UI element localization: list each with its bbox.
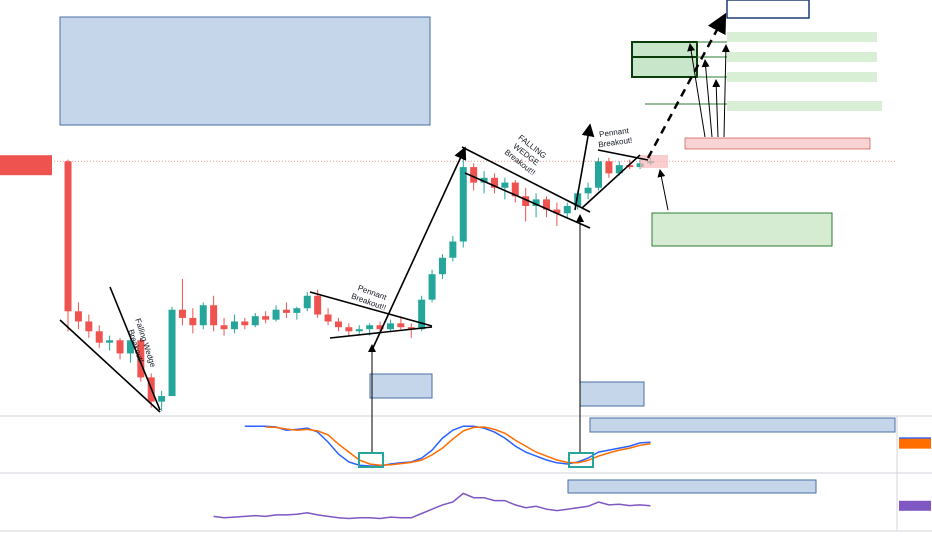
candle-body xyxy=(574,193,582,207)
candle-body xyxy=(449,241,457,258)
candle-body xyxy=(542,199,550,210)
price-label-box xyxy=(0,155,52,176)
candle-body xyxy=(116,340,124,354)
trend-line xyxy=(597,149,649,161)
candle-body xyxy=(532,199,540,207)
note-box xyxy=(369,373,433,399)
candle-body xyxy=(366,325,374,330)
trend-line xyxy=(581,154,641,209)
annotation: Pennant xyxy=(599,126,631,139)
marks xyxy=(0,155,931,520)
candle-body xyxy=(594,161,602,188)
candle-body xyxy=(428,274,436,300)
zone xyxy=(640,155,668,168)
trend-line xyxy=(464,172,591,229)
projection xyxy=(646,12,727,159)
candle-body xyxy=(178,309,186,318)
arrow xyxy=(687,43,706,138)
candle-body xyxy=(95,331,103,343)
candle-body xyxy=(490,177,498,188)
candle-body xyxy=(355,329,363,332)
candle-body xyxy=(210,305,218,326)
candle-body xyxy=(293,308,301,313)
last-value-box xyxy=(899,438,931,449)
candle-body xyxy=(563,206,571,214)
candle-body xyxy=(376,325,384,330)
cross-box xyxy=(358,452,384,468)
candle-body xyxy=(85,321,93,332)
facts-box xyxy=(59,16,431,126)
drawings xyxy=(59,0,896,494)
price-discovery-box xyxy=(726,0,810,19)
warning-box xyxy=(684,137,871,150)
candle-body xyxy=(605,161,613,174)
candle-body xyxy=(334,321,342,328)
candle-body xyxy=(584,187,592,194)
trend-line xyxy=(461,146,591,213)
candle-body xyxy=(314,295,322,315)
target-zone xyxy=(631,41,698,58)
trend-line xyxy=(109,286,161,411)
candle-body xyxy=(511,182,519,197)
candle-body xyxy=(470,167,478,183)
candle-body xyxy=(106,340,114,343)
candle-body xyxy=(241,321,249,326)
last-value-box xyxy=(899,500,931,511)
candle-body xyxy=(324,314,332,322)
candle-body xyxy=(220,325,228,330)
target-label-box xyxy=(727,32,877,42)
note-box xyxy=(579,381,645,407)
candle-body xyxy=(168,309,176,397)
candle-body xyxy=(480,177,488,183)
note-box xyxy=(589,417,896,433)
arrow xyxy=(574,123,595,211)
target-label-box xyxy=(727,101,882,111)
candle-body xyxy=(199,305,207,326)
arrow xyxy=(371,146,467,351)
candle-body xyxy=(74,311,82,322)
candle-body xyxy=(282,309,290,313)
trend-line xyxy=(59,319,161,413)
buy-box xyxy=(651,212,833,247)
candle-body xyxy=(272,309,280,320)
candle-body xyxy=(126,340,134,354)
candle-body xyxy=(262,316,270,320)
candle-body xyxy=(251,316,259,326)
candle-body xyxy=(501,182,509,188)
candle-body xyxy=(158,396,166,402)
arrow xyxy=(657,169,669,211)
candle-body xyxy=(189,317,197,326)
arrow xyxy=(712,79,721,138)
candle-body xyxy=(303,295,311,309)
candle-body xyxy=(615,165,623,174)
candle-body xyxy=(418,299,426,330)
target-zone xyxy=(631,56,698,78)
candle-body xyxy=(459,167,467,242)
series-line xyxy=(213,492,651,520)
candle-body xyxy=(522,196,530,207)
candle-body xyxy=(386,323,394,330)
note-box xyxy=(567,479,817,494)
cross-box xyxy=(568,452,594,468)
candle-body xyxy=(137,340,145,378)
candle-body xyxy=(230,321,238,330)
candle-body xyxy=(553,209,561,214)
candle-body xyxy=(64,161,72,312)
candle-body xyxy=(438,257,446,275)
target-label-box xyxy=(727,72,877,82)
candle-body xyxy=(397,323,405,328)
arrow xyxy=(701,59,713,138)
arrow xyxy=(721,44,730,138)
trend-line xyxy=(309,291,433,327)
candle-body xyxy=(626,165,634,168)
trend-line xyxy=(329,326,433,339)
candle-body xyxy=(345,327,353,332)
series-line xyxy=(265,426,651,466)
target-label-box xyxy=(727,52,877,62)
candle-body xyxy=(407,327,415,330)
